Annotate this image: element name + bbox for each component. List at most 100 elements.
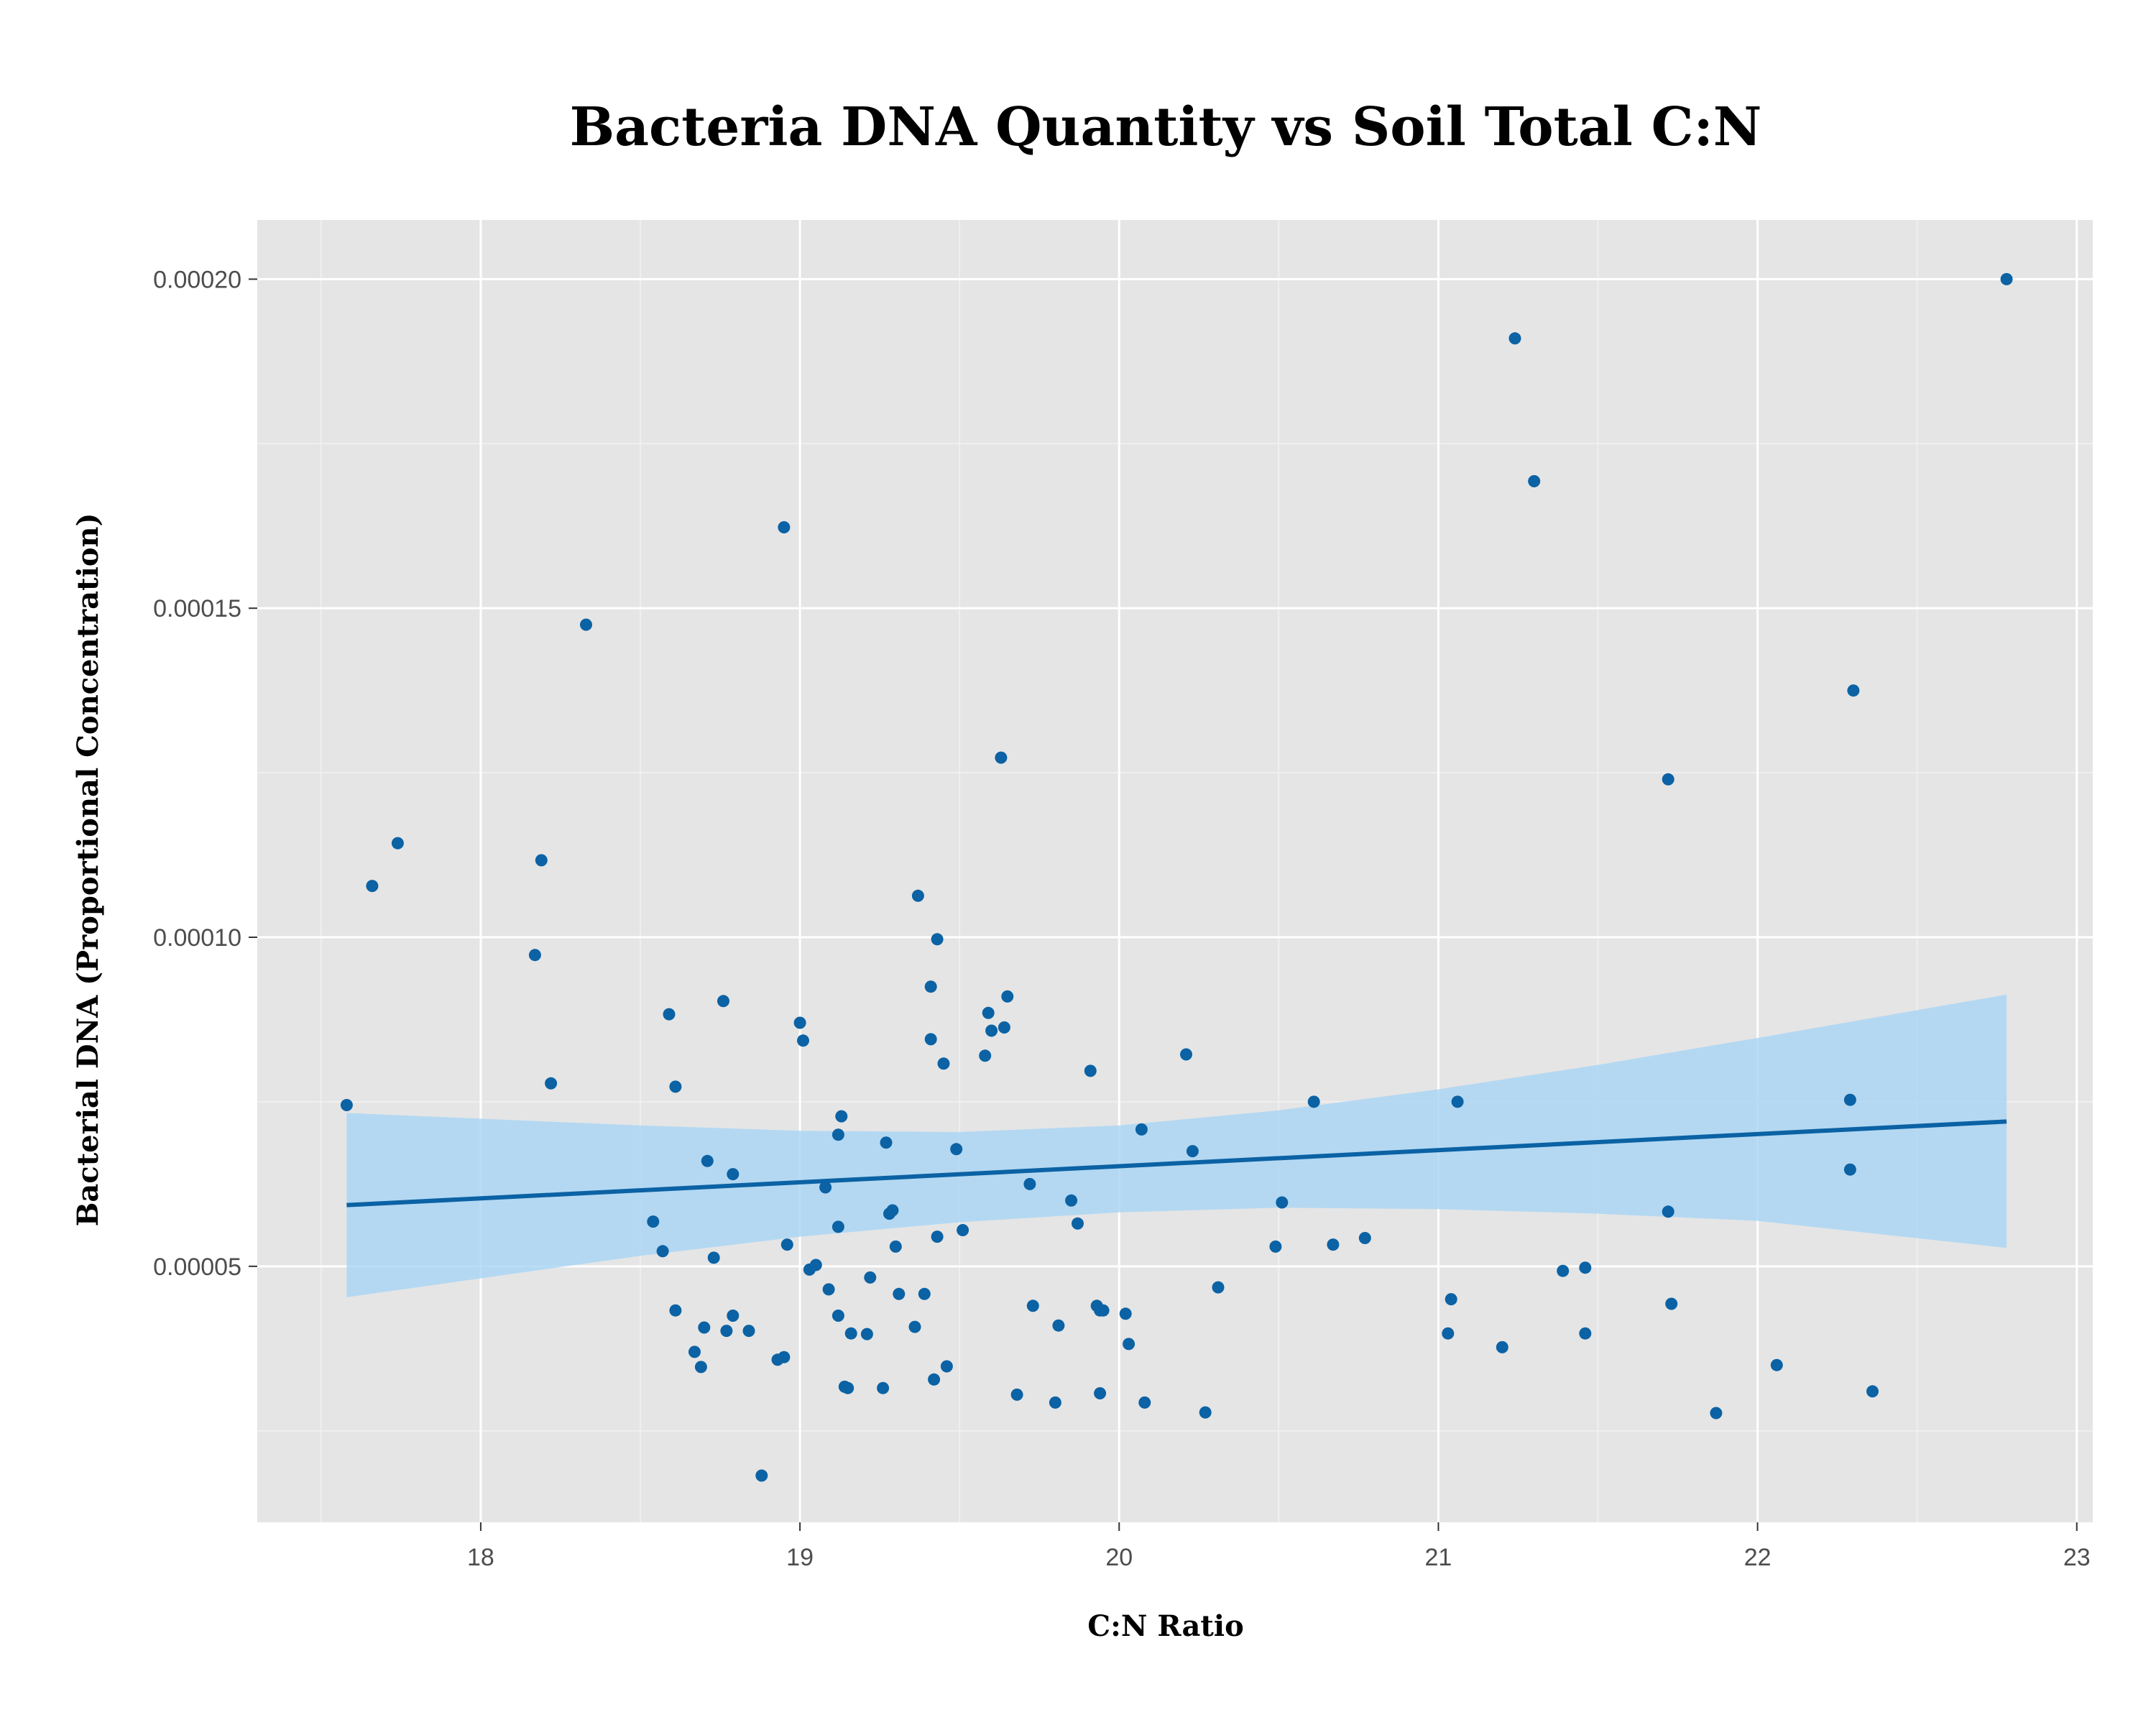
data-point <box>1662 773 1674 786</box>
x-tick-label: 18 <box>467 1544 494 1571</box>
data-point <box>742 1325 755 1338</box>
y-axis: 0.00005 0.00010 0.00015 0.00020 <box>153 266 257 1281</box>
x-tick-label: 22 <box>1744 1544 1772 1571</box>
data-point <box>1001 990 1014 1003</box>
data-point <box>940 1360 953 1373</box>
data-point <box>880 1136 893 1149</box>
data-point <box>1010 1388 1023 1401</box>
y-tick-label: 0.00020 <box>153 266 241 293</box>
data-point <box>1358 1232 1371 1244</box>
points-layer <box>340 272 2013 1482</box>
data-point <box>1579 1327 1592 1340</box>
trend-line <box>346 1119 2007 1208</box>
data-point <box>1307 1095 1320 1108</box>
data-point <box>1026 1300 1039 1312</box>
chart-title: Bacteria DNA Quantity vs Soil Total C:N <box>570 96 1762 158</box>
data-point <box>694 1361 707 1374</box>
data-point <box>797 1034 809 1047</box>
data-point <box>1451 1095 1464 1108</box>
data-point <box>698 1321 711 1334</box>
data-point <box>1508 332 1521 345</box>
confidence-band-layer <box>346 994 2007 1297</box>
data-point <box>1528 475 1541 487</box>
y-tick-label: 0.00015 <box>153 595 241 622</box>
data-point <box>1052 1319 1065 1332</box>
data-point <box>656 1245 669 1258</box>
data-point <box>982 1006 995 1019</box>
data-point <box>877 1381 890 1394</box>
data-point <box>1579 1261 1592 1274</box>
data-point <box>831 1220 844 1233</box>
data-point <box>1119 1307 1132 1320</box>
minor-grid <box>257 220 2093 1522</box>
data-point <box>886 1204 899 1217</box>
data-point <box>1496 1340 1508 1353</box>
data-point <box>688 1346 701 1358</box>
y-axis-title: Bacterial DNA (Proportional Concentratio… <box>71 513 105 1227</box>
data-point <box>844 1327 857 1340</box>
data-point <box>1442 1327 1455 1340</box>
data-point <box>819 1181 832 1194</box>
data-point <box>998 1021 1010 1034</box>
data-point <box>931 933 944 946</box>
data-point <box>979 1049 992 1062</box>
data-point <box>864 1271 877 1284</box>
data-point <box>842 1381 854 1394</box>
data-point <box>669 1304 682 1317</box>
data-point <box>2000 272 2013 285</box>
data-point <box>580 618 592 631</box>
data-point <box>1097 1304 1110 1317</box>
data-point <box>1557 1264 1570 1277</box>
data-point <box>669 1080 682 1093</box>
data-point <box>707 1251 720 1264</box>
x-tick-label: 20 <box>1105 1544 1133 1571</box>
data-point <box>1665 1297 1678 1310</box>
x-axis: 18 19 20 21 22 23 <box>467 1522 2091 1571</box>
y-tick-label: 0.00005 <box>153 1254 241 1281</box>
major-grid <box>257 220 2093 1522</box>
data-point <box>1135 1123 1148 1136</box>
data-point <box>1138 1396 1151 1409</box>
data-point <box>701 1154 714 1167</box>
data-point <box>995 751 1008 764</box>
data-point <box>831 1128 844 1141</box>
data-point <box>950 1143 963 1156</box>
data-point <box>1843 1093 1856 1106</box>
data-point <box>1180 1048 1192 1061</box>
data-point <box>1770 1358 1783 1371</box>
trend-line-layer <box>346 1119 2007 1208</box>
data-point <box>1212 1281 1225 1294</box>
data-point <box>1866 1385 1879 1398</box>
data-point <box>717 995 729 1008</box>
data-point <box>1662 1205 1674 1218</box>
data-point <box>924 980 937 993</box>
data-point <box>663 1008 676 1021</box>
data-point <box>924 1033 937 1046</box>
confidence-band <box>346 994 2007 1297</box>
data-point <box>1123 1338 1135 1351</box>
data-point <box>985 1024 998 1037</box>
data-point <box>822 1283 835 1296</box>
data-point <box>957 1224 969 1236</box>
data-point <box>720 1325 733 1338</box>
data-point <box>860 1328 873 1340</box>
data-point <box>1445 1293 1457 1306</box>
data-point <box>928 1373 941 1386</box>
data-point <box>1065 1194 1078 1207</box>
data-point <box>778 521 791 534</box>
data-point <box>918 1287 931 1300</box>
data-point <box>1084 1064 1097 1077</box>
data-point <box>528 949 541 962</box>
x-tick-label: 23 <box>2063 1544 2091 1571</box>
data-point <box>911 889 924 902</box>
data-point <box>1847 684 1860 697</box>
data-point <box>727 1310 740 1322</box>
x-axis-title: C:N Ratio <box>1087 1609 1244 1643</box>
x-tick-label: 19 <box>786 1544 814 1571</box>
data-point <box>1186 1145 1199 1158</box>
data-point <box>755 1469 768 1482</box>
x-tick-label: 21 <box>1425 1544 1452 1571</box>
data-point <box>535 854 548 867</box>
data-point <box>908 1320 921 1333</box>
